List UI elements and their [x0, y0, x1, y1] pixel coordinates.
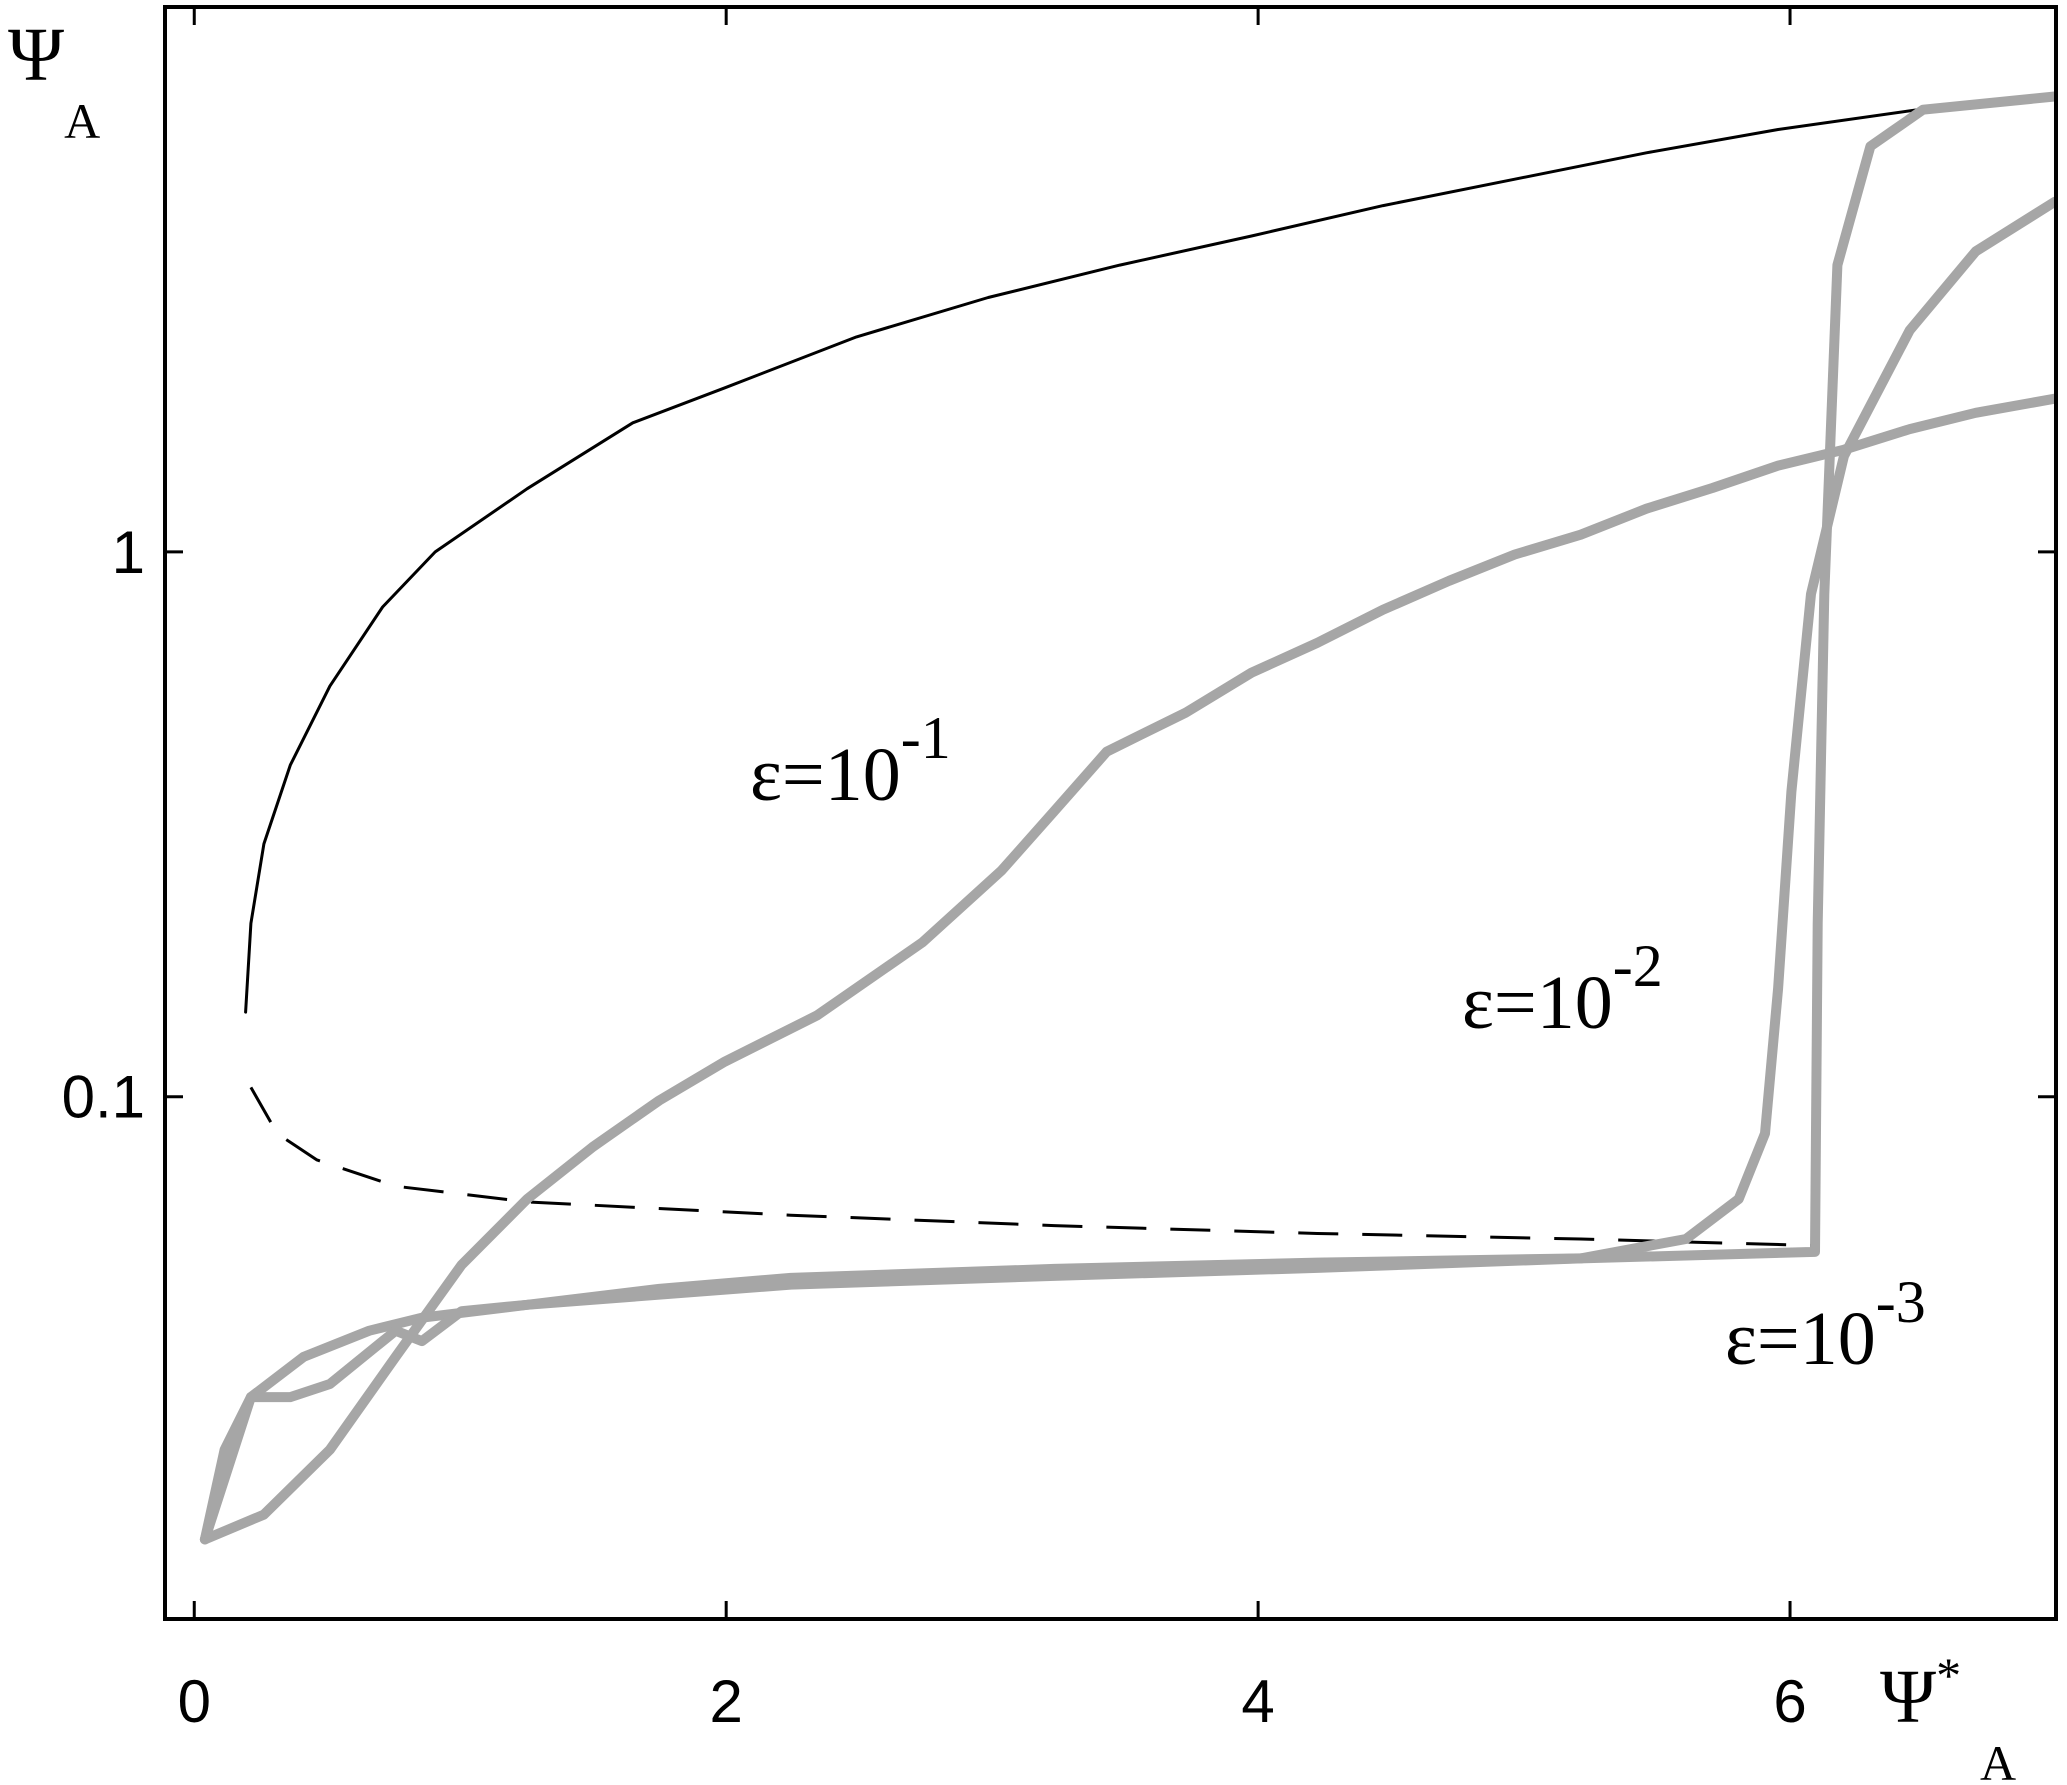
annotation-sup: -3: [1876, 1269, 1926, 1335]
x-tick-label: 4: [1241, 1668, 1274, 1735]
annotation-text: ε=10: [1462, 961, 1613, 1045]
x-tick-label: 6: [1773, 1668, 1806, 1735]
x-label-sup: *: [1936, 1647, 1961, 1703]
y-label-main: Ψ: [8, 13, 64, 97]
x-label-sub: A: [1980, 1735, 2016, 1785]
plot-frame: [163, 5, 2058, 1621]
x-label-main: Ψ: [1880, 1655, 1936, 1739]
x-axis-label: Ψ* A: [1880, 1647, 2016, 1785]
annotation-text: ε=10: [1725, 1297, 1876, 1381]
x-tick-label: 0: [178, 1668, 211, 1735]
y-axis-label: ΨA: [8, 13, 100, 149]
x-tick-label: 2: [709, 1668, 742, 1735]
y-label-sub: A: [64, 93, 100, 149]
annotation-sup: -2: [1613, 933, 1663, 999]
series-line: [199, 393, 2056, 1545]
series-line: [199, 91, 2056, 1545]
annotation-sup: -1: [901, 705, 951, 771]
annotation: ε=10-2: [1462, 933, 1663, 1045]
y-tick-label: 1: [112, 519, 145, 586]
series-line: [244, 105, 1938, 1014]
annotation: ε=10-1: [750, 705, 951, 817]
annotation: ε=10-3: [1725, 1269, 1926, 1381]
annotation-text: ε=10: [750, 733, 901, 817]
series-line: [249, 1086, 1818, 1248]
y-tick-label: 0.1: [62, 1064, 145, 1131]
